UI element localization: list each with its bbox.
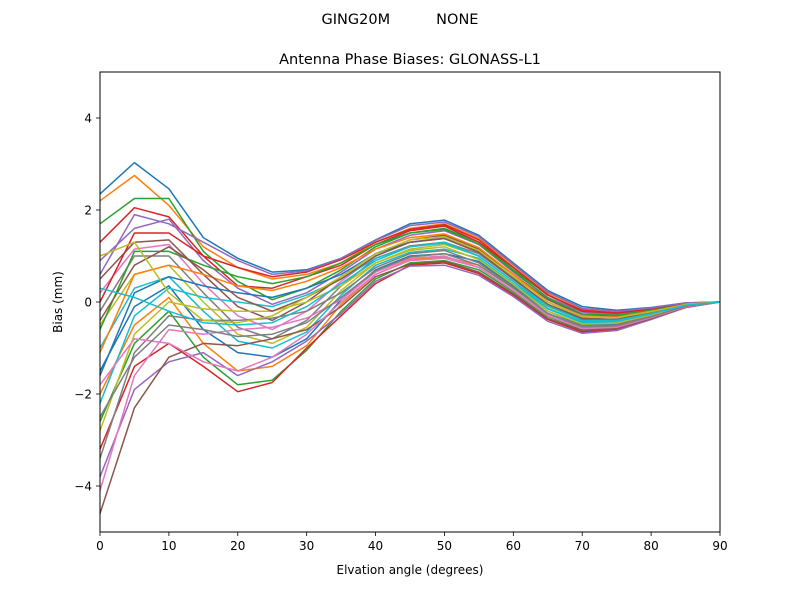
x-tick-label: 20 (230, 539, 245, 553)
series-layer (99, 161, 721, 514)
series-line-24 (99, 223, 721, 314)
x-tick-label: 0 (96, 539, 104, 553)
y-tick-label: −4 (74, 480, 92, 494)
y-tick-label: −2 (74, 388, 92, 402)
x-tick-label: 30 (299, 539, 314, 553)
x-tick-label: 40 (368, 539, 383, 553)
y-tick-label: 4 (84, 112, 92, 126)
y-axis-label: Bias (mm) (51, 271, 65, 333)
x-tick-label: 70 (575, 539, 590, 553)
series-line-15 (99, 264, 721, 478)
series-line-19 (99, 246, 721, 432)
x-tick-label: 90 (712, 539, 727, 553)
series-line-28 (99, 252, 721, 418)
series-line-27 (99, 257, 721, 386)
x-tick-label: 80 (643, 539, 658, 553)
series-line-14 (99, 262, 721, 450)
x-axis-label: Elvation angle (degrees) (337, 563, 484, 577)
series-line-26 (99, 237, 721, 321)
y-tick-label: 0 (84, 296, 92, 310)
y-tick-label: 2 (84, 204, 92, 218)
x-tick-label: 10 (161, 539, 176, 553)
plot-frame (99, 71, 721, 533)
series-line-16 (99, 260, 721, 514)
figure-suptitle: GING20M NONE (322, 12, 479, 28)
x-tick-label: 60 (506, 539, 521, 553)
series-line-30 (99, 242, 721, 326)
x-axis: 0 10 20 30 40 50 60 70 80 90 (96, 532, 728, 553)
series-line-25 (99, 213, 721, 312)
x-tick-label: 50 (437, 539, 452, 553)
series-line-1 (99, 161, 721, 312)
y-axis: −4 −2 0 2 4 (74, 112, 100, 494)
chart-title: Antenna Phase Biases: GLONASS-L1 (279, 52, 541, 68)
series-line-2 (99, 174, 721, 313)
series-line-29 (99, 235, 721, 324)
series-line-23 (99, 228, 721, 330)
series-line-13 (99, 259, 721, 422)
